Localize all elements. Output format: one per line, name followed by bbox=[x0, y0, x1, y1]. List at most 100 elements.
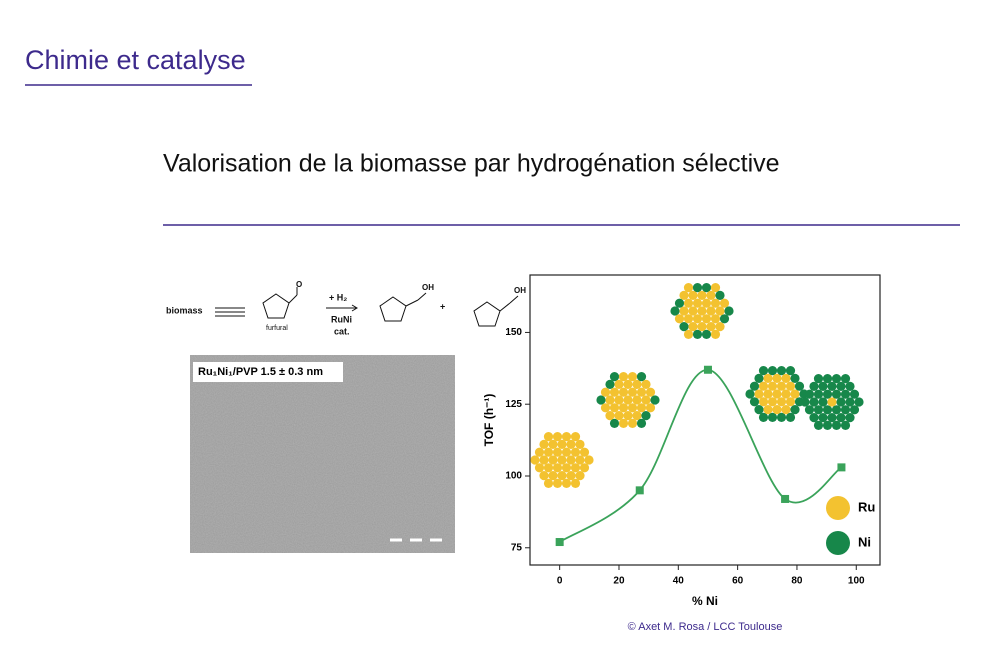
atom bbox=[785, 397, 796, 407]
atom bbox=[822, 389, 833, 399]
atom bbox=[776, 366, 787, 376]
legend-swatch bbox=[826, 531, 850, 555]
atom bbox=[758, 397, 769, 407]
x-tick-label: 60 bbox=[732, 576, 744, 587]
atom bbox=[557, 470, 567, 481]
atom bbox=[683, 298, 694, 308]
atom bbox=[650, 395, 660, 405]
atom bbox=[539, 455, 549, 465]
atom bbox=[534, 447, 545, 457]
atom bbox=[763, 404, 773, 415]
atom bbox=[605, 379, 615, 390]
atom bbox=[614, 410, 624, 421]
atom bbox=[530, 455, 540, 465]
atom bbox=[706, 306, 716, 316]
atom bbox=[849, 389, 860, 399]
atom bbox=[813, 405, 824, 415]
x-tick-label: 20 bbox=[613, 576, 625, 587]
scheme-text: biomass bbox=[166, 305, 203, 315]
atom bbox=[552, 463, 563, 473]
atom bbox=[827, 381, 837, 392]
atom bbox=[809, 381, 819, 392]
atom bbox=[724, 306, 734, 316]
atom bbox=[596, 395, 606, 405]
atom bbox=[543, 432, 554, 442]
atom bbox=[627, 387, 638, 397]
atom bbox=[614, 379, 624, 390]
atom bbox=[836, 397, 846, 407]
atom bbox=[767, 397, 778, 407]
atom bbox=[636, 372, 647, 382]
credit: © Axet M. Rosa / LCC Toulouse bbox=[628, 621, 783, 633]
atom bbox=[701, 283, 712, 293]
tof-point bbox=[555, 538, 564, 547]
atom bbox=[641, 379, 651, 390]
atom bbox=[566, 439, 576, 450]
atom bbox=[641, 395, 651, 405]
atom bbox=[715, 306, 725, 316]
tof-point bbox=[837, 463, 846, 472]
atom bbox=[683, 329, 694, 339]
atom bbox=[822, 405, 833, 415]
atom bbox=[566, 470, 576, 481]
atom bbox=[632, 410, 642, 421]
atom bbox=[623, 410, 633, 421]
atom bbox=[840, 405, 851, 415]
atom bbox=[809, 397, 819, 407]
atom bbox=[679, 306, 689, 316]
legend-label: Ru bbox=[858, 499, 875, 514]
atom bbox=[854, 397, 864, 407]
scheme-text: RuNi bbox=[331, 314, 352, 324]
atom bbox=[845, 397, 855, 407]
atom bbox=[790, 389, 800, 399]
atom bbox=[754, 389, 764, 399]
atom bbox=[831, 420, 842, 430]
atom bbox=[692, 314, 703, 324]
atom bbox=[561, 478, 572, 488]
atom bbox=[618, 372, 629, 382]
atom bbox=[645, 403, 656, 413]
atom bbox=[697, 306, 707, 316]
atom bbox=[749, 381, 760, 391]
atom bbox=[557, 455, 567, 465]
tem-label: Ru₁Ni₁/PVP 1.5 ± 0.3 nm bbox=[198, 366, 323, 378]
atom bbox=[818, 412, 828, 423]
atom bbox=[548, 470, 558, 481]
y-axis-label: TOF (h⁻¹) bbox=[482, 394, 496, 447]
atom bbox=[683, 314, 694, 324]
atom bbox=[548, 439, 558, 450]
atom bbox=[552, 478, 563, 488]
atom bbox=[688, 306, 698, 316]
atom bbox=[609, 387, 620, 397]
atom bbox=[539, 470, 549, 481]
atom bbox=[767, 412, 778, 422]
atom bbox=[561, 463, 572, 473]
atom bbox=[600, 403, 611, 413]
atom bbox=[804, 405, 815, 415]
atom bbox=[584, 455, 594, 465]
atom bbox=[827, 397, 837, 407]
scheme-text: OH bbox=[422, 283, 434, 292]
atom bbox=[579, 463, 590, 473]
atom bbox=[754, 404, 764, 415]
atom bbox=[534, 463, 545, 473]
atom bbox=[781, 373, 791, 384]
atom bbox=[800, 397, 810, 407]
atom bbox=[697, 321, 707, 332]
atom bbox=[636, 387, 647, 397]
atom bbox=[767, 366, 778, 376]
atom bbox=[840, 374, 851, 384]
atom bbox=[575, 439, 585, 450]
atom bbox=[781, 389, 791, 399]
atom bbox=[818, 381, 828, 392]
nanoparticle-illustrations bbox=[530, 283, 864, 488]
atom bbox=[609, 372, 620, 382]
atom bbox=[701, 298, 712, 308]
atom bbox=[710, 314, 721, 324]
chart: 0 20 40 60 80 100 75 100 125 150 % Ni TOF (h⁻¹) Ru Ni bbox=[482, 327, 875, 608]
atom bbox=[632, 379, 642, 390]
atom bbox=[561, 447, 572, 457]
atom bbox=[609, 418, 620, 428]
